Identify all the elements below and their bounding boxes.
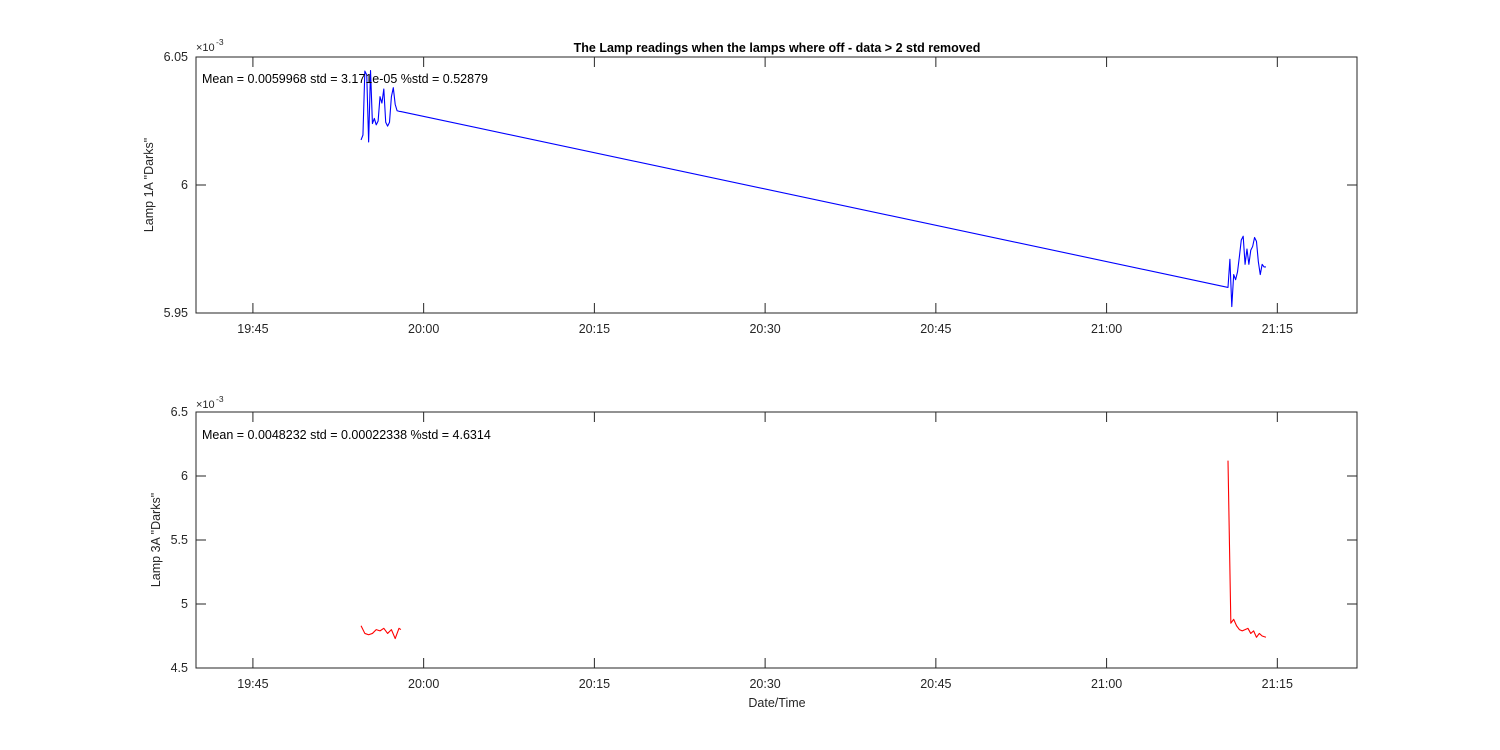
- x-tick-label: 20:45: [920, 677, 951, 691]
- y-tick-label: 5: [181, 597, 188, 611]
- x-axis-ticks: 19:45 20:00 20:15 20:30 20:45 21:00 21:15: [237, 57, 1293, 336]
- y-tick-label: 6: [181, 469, 188, 483]
- x-axis-ticks: 19:45 20:00 20:15 20:30 20:45 21:00 21:15: [237, 412, 1293, 691]
- y-tick-label: 5.95: [164, 306, 188, 320]
- x-tick-label: 21:00: [1091, 677, 1122, 691]
- y-tick-label: 5.5: [171, 533, 188, 547]
- x-tick-label: 20:45: [920, 322, 951, 336]
- x-tick-label: 21:15: [1262, 677, 1293, 691]
- x-tick-label: 21:00: [1091, 322, 1122, 336]
- y-exponent-base: ×10: [196, 399, 215, 411]
- y-tick-label: 6: [181, 178, 188, 192]
- x-tick-label: 20:00: [408, 322, 439, 336]
- y-exponent-power: -3: [216, 394, 224, 404]
- x-tick-label: 20:15: [579, 677, 610, 691]
- subplot-lamp-3a: 19:45 20:00 20:15 20:30 20:45 21:00 21:15 4.5 5…: [149, 394, 1358, 691]
- y-tick-label: 6.5: [171, 405, 188, 419]
- axes-box: [195, 411, 1358, 669]
- series-line: [1227, 460, 1267, 638]
- x-tick-label: 21:15: [1262, 322, 1293, 336]
- series-layer: [360, 70, 1266, 308]
- x-tick-label: 19:45: [237, 322, 268, 336]
- y-exponent-label: ×10 -3: [196, 37, 224, 54]
- y-exponent-base: ×10: [196, 42, 215, 54]
- stats-annotation: Mean = 0.0059968 std = 3.171e-05 %std = …: [202, 72, 488, 86]
- y-tick-label: 6.05: [164, 50, 188, 64]
- x-tick-label: 20:00: [408, 677, 439, 691]
- figure-title: The Lamp readings when the lamps where o…: [574, 41, 981, 55]
- series-line: [360, 70, 1266, 308]
- x-tick-label: 19:45: [237, 677, 268, 691]
- series-layer: [360, 460, 1267, 640]
- series-line: [360, 625, 402, 640]
- x-axis-label: Date/Time: [748, 696, 805, 710]
- y-axis-label: Lamp 3A "Darks": [149, 493, 163, 587]
- subplot-lamp-1a: 19:45 20:00 20:15 20:30 20:45 21:00 21:15 5.95…: [142, 37, 1358, 336]
- x-tick-label: 20:15: [579, 322, 610, 336]
- y-axis-ticks: 4.5 5 5.5 6 6.5: [171, 405, 1357, 675]
- y-tick-label: 4.5: [171, 661, 188, 675]
- y-axis-ticks: 5.95 6 6.05: [164, 50, 1357, 320]
- y-exponent-power: -3: [216, 37, 224, 47]
- stats-annotation: Mean = 0.0048232 std = 0.00022338 %std =…: [202, 428, 491, 442]
- x-tick-label: 20:30: [749, 677, 780, 691]
- x-tick-label: 20:30: [749, 322, 780, 336]
- axes-box: [195, 56, 1358, 314]
- y-exponent-label: ×10 -3: [196, 394, 224, 411]
- y-axis-label: Lamp 1A "Darks": [142, 138, 156, 232]
